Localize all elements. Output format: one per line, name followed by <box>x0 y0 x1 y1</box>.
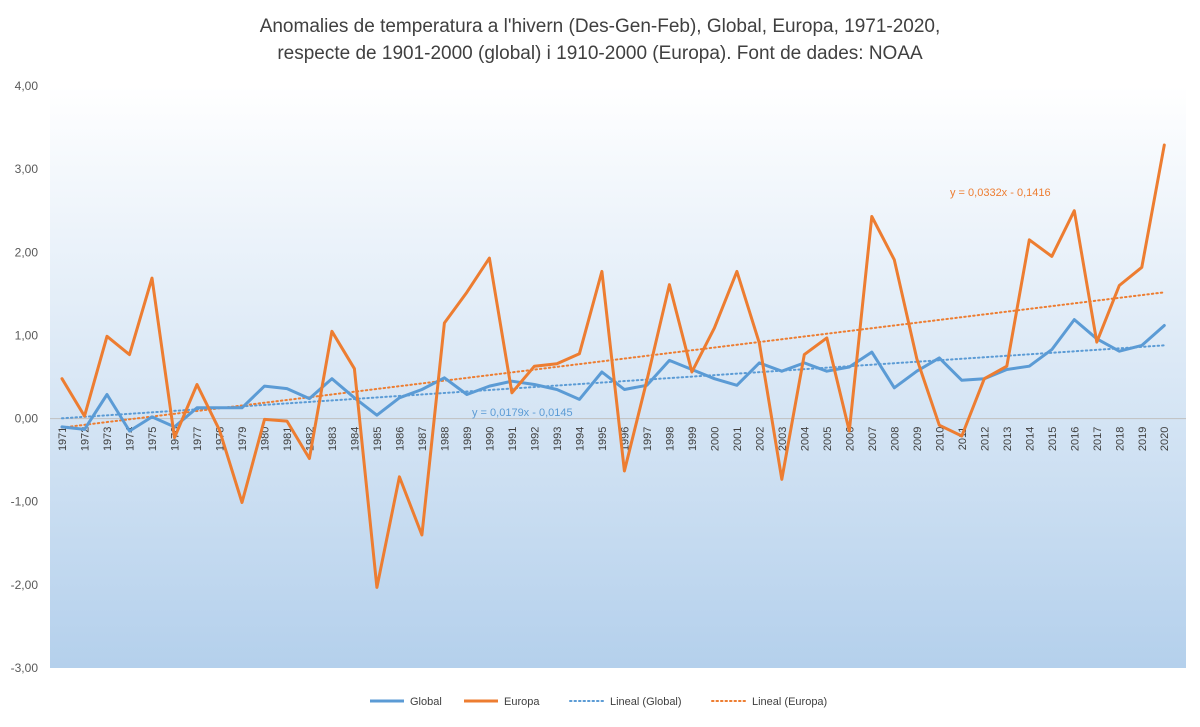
legend-label: Global <box>410 696 442 708</box>
x-tick-label: 1991 <box>507 427 519 451</box>
y-tick-label: 2,00 <box>15 245 39 259</box>
x-tick-label: 2009 <box>912 427 924 451</box>
x-tick-label: 2019 <box>1137 427 1149 451</box>
x-tick-label: 1981 <box>282 427 294 451</box>
trend-equation-europa: y = 0,0332x - 0,1416 <box>950 187 1051 199</box>
y-tick-label: -2,00 <box>11 578 39 592</box>
x-tick-label: 1994 <box>574 427 586 451</box>
x-tick-label: 1975 <box>147 427 159 451</box>
x-tick-label: 1987 <box>417 427 429 451</box>
x-tick-label: 2007 <box>867 427 879 451</box>
x-tick-label: 2012 <box>979 427 991 451</box>
x-tick-label: 1971 <box>57 427 69 451</box>
legend-item: Lineal (Europa) <box>711 696 827 708</box>
series-line-europa <box>60 143 1166 589</box>
x-tick-label: 2002 <box>754 427 766 451</box>
x-tick-label: 1980 <box>259 427 271 451</box>
x-tick-label: 2016 <box>1069 427 1081 451</box>
y-tick-label: 3,00 <box>15 162 39 176</box>
x-tick-label: 1999 <box>687 427 699 451</box>
x-tick-label: 1979 <box>237 427 249 451</box>
x-tick-label: 1995 <box>597 427 609 451</box>
x-tick-label: 2020 <box>1159 427 1171 451</box>
y-tick-label: 4,00 <box>15 79 39 93</box>
legend-label: Lineal (Global) <box>610 696 682 708</box>
x-tick-label: 1972 <box>79 427 91 451</box>
x-tick-label: 1985 <box>372 427 384 451</box>
x-tick-label: 2003 <box>777 427 789 451</box>
x-tick-label: 1989 <box>462 427 474 451</box>
legend-item: Europa <box>464 696 540 708</box>
y-tick-label: 1,00 <box>15 328 39 342</box>
x-tick-label: 1992 <box>529 427 541 451</box>
x-tick-label: 2008 <box>889 427 901 451</box>
trend-equation-global: y = 0,0179x - 0,0145 <box>472 407 573 419</box>
chart-title-line-1: Anomalies de temperatura a l'hivern (Des… <box>259 16 941 37</box>
x-tick-label: 1977 <box>192 427 204 451</box>
x-tick-label: 1997 <box>642 427 654 451</box>
chart-title-line-2: respecte de 1901-2000 (global) i 1910-20… <box>277 43 923 64</box>
x-tick-label: 2001 <box>732 427 744 451</box>
y-tick-label: -1,00 <box>11 495 39 509</box>
x-tick-label: 2013 <box>1002 427 1014 451</box>
x-tick-label: 2015 <box>1047 427 1059 451</box>
x-tick-label: 2004 <box>799 427 811 451</box>
x-tick-label: 2010 <box>934 427 946 451</box>
y-tick-label: 0,00 <box>15 412 39 426</box>
x-tick-label: 1983 <box>327 427 339 451</box>
y-tick-label: -3,00 <box>11 661 39 675</box>
x-tick-label: 2000 <box>709 427 721 451</box>
legend-label: Lineal (Europa) <box>752 696 827 708</box>
x-tick-label: 2005 <box>822 427 834 451</box>
x-tick-label: 2018 <box>1114 427 1126 451</box>
x-tick-label: 2006 <box>844 427 856 451</box>
x-tick-label: 1984 <box>349 427 361 451</box>
x-tick-label: 1993 <box>552 427 564 451</box>
x-tick-label: 2014 <box>1024 427 1036 451</box>
x-tick-label: 2011 <box>957 427 969 451</box>
x-tick-label: 1986 <box>394 427 406 451</box>
legend-item: Lineal (Global) <box>569 696 682 708</box>
legend-label: Europa <box>504 696 540 708</box>
x-tick-label: 2017 <box>1092 427 1104 451</box>
plot-area <box>50 86 1186 668</box>
x-tick-label: 1974 <box>124 427 136 451</box>
x-tick-label: 1998 <box>664 427 676 451</box>
x-tick-label: 1990 <box>484 427 496 451</box>
x-tick-label: 1988 <box>439 427 451 451</box>
x-tick-label: 1973 <box>102 427 114 451</box>
legend-item: Global <box>370 696 442 708</box>
